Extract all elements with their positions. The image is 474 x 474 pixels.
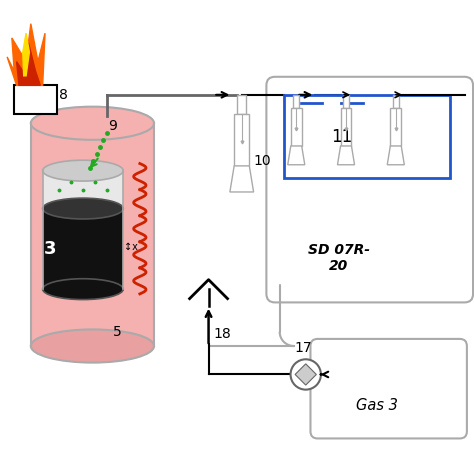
Polygon shape	[230, 166, 254, 192]
Polygon shape	[7, 24, 45, 85]
Ellipse shape	[31, 107, 154, 140]
Bar	[31, 123, 154, 346]
Bar	[284, 95, 450, 178]
Ellipse shape	[43, 279, 123, 300]
Bar	[14, 85, 57, 114]
Bar	[340, 109, 352, 146]
Polygon shape	[295, 364, 316, 385]
Polygon shape	[288, 146, 305, 165]
Text: 10: 10	[254, 154, 271, 168]
Bar	[293, 95, 299, 109]
Polygon shape	[23, 33, 29, 76]
Text: 8: 8	[59, 88, 68, 102]
Text: 11: 11	[331, 128, 352, 146]
Bar	[234, 114, 249, 166]
Bar	[390, 109, 401, 146]
FancyBboxPatch shape	[310, 339, 467, 438]
Text: SD 07R-
20: SD 07R- 20	[308, 243, 370, 273]
Text: 9: 9	[108, 118, 117, 133]
FancyBboxPatch shape	[266, 77, 473, 302]
Text: 17: 17	[294, 341, 312, 356]
Text: ↕x: ↕x	[124, 241, 138, 252]
Text: 18: 18	[213, 327, 231, 341]
Bar	[43, 171, 123, 209]
Bar	[291, 109, 302, 146]
Bar	[237, 95, 246, 114]
Text: Gas 3: Gas 3	[356, 398, 398, 413]
Polygon shape	[337, 146, 355, 165]
Ellipse shape	[43, 160, 123, 181]
Text: 5: 5	[113, 325, 121, 339]
Ellipse shape	[31, 329, 154, 363]
Bar	[343, 95, 349, 109]
Polygon shape	[387, 146, 404, 165]
Ellipse shape	[291, 359, 321, 390]
Text: 3: 3	[44, 240, 56, 258]
Ellipse shape	[43, 198, 123, 219]
Bar	[43, 209, 123, 289]
Bar	[393, 95, 399, 109]
Polygon shape	[17, 43, 40, 85]
